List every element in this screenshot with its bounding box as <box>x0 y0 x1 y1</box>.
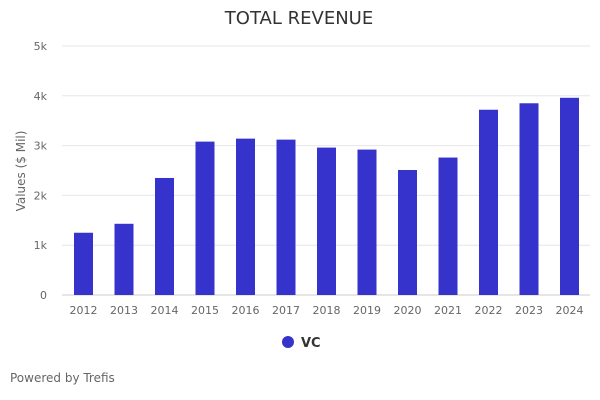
legend-label-vc[interactable]: VC <box>301 336 321 351</box>
y-axis-label: Values ($ Mil) <box>14 131 28 212</box>
bar-2016[interactable] <box>236 138 255 295</box>
bar-2018[interactable] <box>317 147 336 295</box>
bar-2017[interactable] <box>276 139 296 295</box>
x-tick-label-2012: 2012 <box>70 304 98 317</box>
x-tick-label-2022: 2022 <box>475 304 503 317</box>
x-tick-label-2020: 2020 <box>394 304 422 317</box>
bar-2012[interactable] <box>74 232 93 295</box>
bar-series-vc <box>74 97 579 296</box>
x-tick-label-2024: 2024 <box>556 304 584 317</box>
bar-2019[interactable] <box>357 149 377 295</box>
legend[interactable]: VC <box>282 336 321 351</box>
bar-2024[interactable] <box>560 97 579 296</box>
y-axis-ticks: 0 1k 2k 3k 4k 5k <box>34 40 48 302</box>
y-tick-label: 1k <box>34 239 48 252</box>
x-tick-label-2013: 2013 <box>110 304 138 317</box>
y-tick-label: 0 <box>40 289 47 302</box>
x-tick-label-2017: 2017 <box>272 304 300 317</box>
x-tick-label-2023: 2023 <box>515 304 543 317</box>
x-tick-label-2018: 2018 <box>313 304 341 317</box>
bar-2014[interactable] <box>155 177 174 295</box>
x-tick-label-2014: 2014 <box>151 304 179 317</box>
bar-2013[interactable] <box>114 223 134 295</box>
y-tick-label: 3k <box>34 140 48 153</box>
y-tick-label: 4k <box>34 90 48 103</box>
bar-2021[interactable] <box>438 157 458 295</box>
chart-title: TOTAL REVENUE <box>224 8 373 29</box>
x-tick-label-2015: 2015 <box>191 304 219 317</box>
x-axis-ticks: 2012 2013 2014 2015 2016 2017 2018 2019 2020 2021… <box>70 304 584 317</box>
y-tick-label: 5k <box>34 40 48 53</box>
x-tick-label-2016: 2016 <box>232 304 260 317</box>
bar-2015[interactable] <box>195 141 215 295</box>
x-tick-label-2019: 2019 <box>353 304 381 317</box>
bar-2020[interactable] <box>398 170 417 295</box>
powered-by-credit[interactable]: Powered by Trefis <box>10 371 115 385</box>
legend-marker-vc[interactable] <box>282 336 294 348</box>
bar-2023[interactable] <box>519 103 539 296</box>
y-tick-label: 2k <box>34 189 48 202</box>
bar-2022[interactable] <box>479 109 498 295</box>
x-tick-label-2021: 2021 <box>434 304 462 317</box>
